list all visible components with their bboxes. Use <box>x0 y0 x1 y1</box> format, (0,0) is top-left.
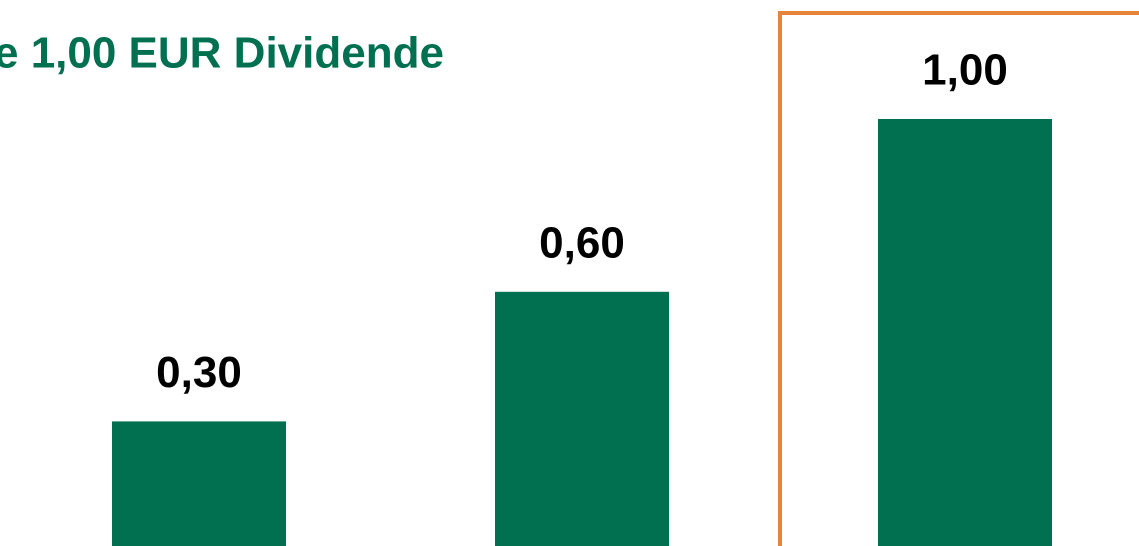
bar <box>112 421 286 546</box>
value-label: 0,60 <box>539 218 625 267</box>
bar <box>495 291 669 546</box>
bar <box>878 119 1052 546</box>
highlight-box <box>778 11 1139 546</box>
value-label: 1,00 <box>922 46 1008 95</box>
value-label: 0,30 <box>156 348 242 397</box>
chart-title: e 1,00 EUR Dividende <box>0 29 444 78</box>
